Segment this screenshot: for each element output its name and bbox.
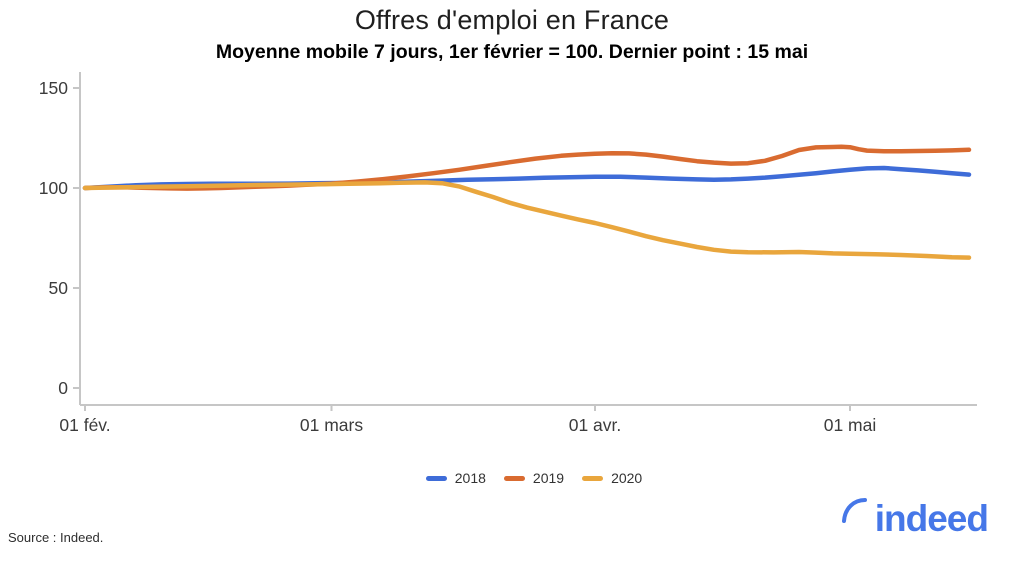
- legend-swatch-2018: [425, 475, 447, 481]
- indeed-logo-text: indeed: [874, 498, 989, 539]
- y-tick-label: 0: [58, 378, 68, 398]
- y-tick-label: 150: [39, 78, 68, 98]
- y-tick-label: 100: [39, 178, 68, 198]
- legend-label-2018: 2018: [454, 470, 486, 486]
- series-line-2020: [82, 180, 972, 260]
- chart-legend: 2018 2019 2020: [0, 465, 1024, 491]
- chart-title: Offres d'emploi en France: [354, 5, 670, 35]
- indeed-logo-arc-icon: [842, 498, 867, 523]
- legend-label-2019: 2019: [532, 470, 565, 486]
- legend-item-2020: 2020: [582, 470, 642, 486]
- x-tick-label: 01 fév.: [59, 415, 110, 435]
- legend-label-2020: 2020: [611, 470, 643, 486]
- x-tick-label: 01 mars: [300, 415, 363, 435]
- x-tick-label: 01 mai: [824, 415, 877, 435]
- legend-item-2019: 2019: [503, 470, 565, 486]
- legend-item-2018: 2018: [425, 470, 486, 486]
- chart-subtitle: Moyenne mobile 7 jours, 1er février = 10…: [215, 41, 809, 63]
- source-note: Source : Indeed.: [8, 530, 104, 545]
- legend-swatch-2020: [582, 475, 604, 481]
- y-tick-label: 50: [49, 278, 69, 298]
- line-chart: 0 50 100 150 01 fév. 01 mars 01 avr. 01 mai: [39, 72, 977, 435]
- x-tick-label: 01 avr.: [569, 415, 622, 435]
- series-line-2019: [82, 144, 972, 191]
- legend-swatch-2019: [503, 475, 525, 481]
- indeed-logo: indeed: [836, 497, 989, 553]
